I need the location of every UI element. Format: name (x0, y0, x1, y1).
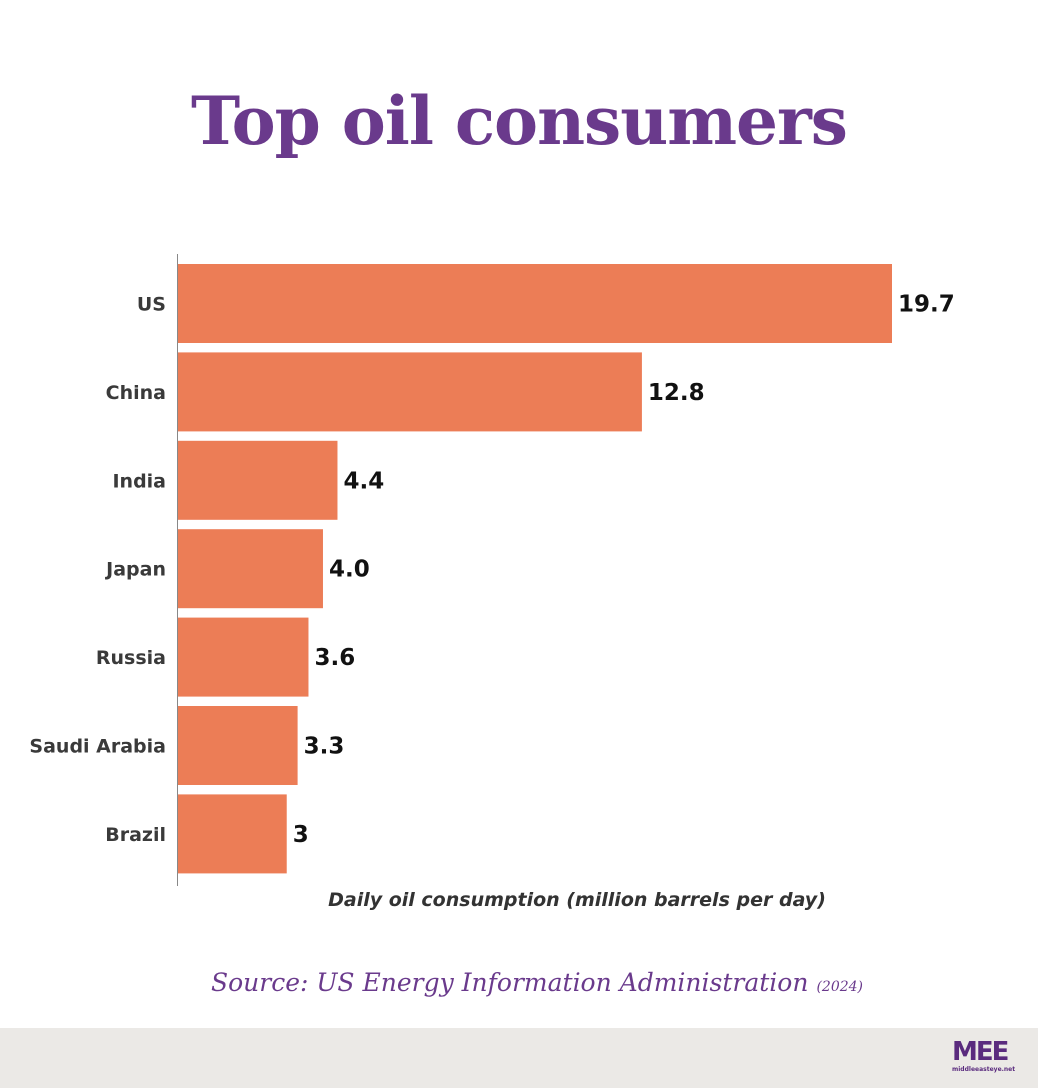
source-year: (2024) (816, 979, 864, 995)
bar-japan (178, 529, 323, 609)
logo-url: middleeasteye.net (952, 1066, 1016, 1073)
value-label-saudi-arabia: 3.3 (304, 734, 345, 760)
bar-russia (178, 617, 309, 697)
source-text: Source: US Energy Information Administra… (210, 968, 809, 997)
bar-india (178, 440, 338, 520)
source-note: Source: US Energy Information Administra… (0, 968, 1038, 997)
bar-china (178, 352, 642, 432)
bar-chart: US 19.7 China 12.8 India 4.4 Japan 4.0 Russia 3.6… (29, 254, 955, 886)
category-label-us: US (137, 294, 166, 316)
category-label-china: China (106, 382, 166, 404)
footer-bar: MEE middleeasteye.net (0, 1028, 1038, 1088)
value-label-us: 19.7 (898, 292, 955, 318)
category-label-japan: Japan (104, 559, 166, 581)
value-label-japan: 4.0 (329, 557, 370, 583)
value-label-india: 4.4 (343, 468, 384, 494)
value-label-russia: 3.6 (314, 645, 355, 671)
category-label-saudi-arabia: Saudi Arabia (29, 736, 166, 758)
category-label-russia: Russia (96, 647, 166, 669)
category-label-brazil: Brazil (105, 824, 166, 846)
value-label-brazil: 3 (293, 822, 309, 848)
x-axis-label: Daily oil consumption (million barrels p… (328, 889, 826, 911)
mee-logo[interactable]: MEE middleeasteye.net (952, 1037, 1016, 1078)
category-label-india: India (112, 470, 166, 492)
logo-mark: MEE (952, 1037, 1009, 1067)
value-label-china: 12.8 (648, 380, 705, 406)
bar-brazil (178, 794, 287, 874)
bars-group: US 19.7 China 12.8 India 4.4 Japan 4.0 Russia 3.6… (29, 264, 955, 874)
chart-title: Top oil consumers (191, 82, 848, 160)
bar-saudi-arabia (178, 706, 298, 785)
bar-us (178, 264, 892, 343)
